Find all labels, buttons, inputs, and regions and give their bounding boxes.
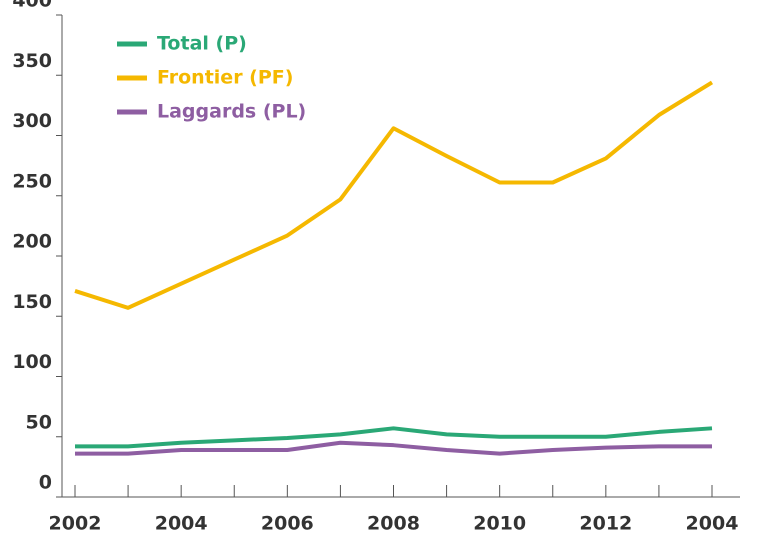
y-tick-label: 50 <box>26 411 52 433</box>
x-tick-label: 2004 <box>155 513 208 535</box>
x-tick-label: 2008 <box>367 513 420 535</box>
x-tick-label: 2012 <box>579 513 632 535</box>
y-tick-label: 150 <box>12 291 52 313</box>
y-tick-label: 100 <box>12 351 52 373</box>
x-tick-label: 2002 <box>49 513 102 535</box>
x-tick-label: 2006 <box>261 513 314 535</box>
y-tick-label: 350 <box>12 50 52 72</box>
x-tick-label: 2004 <box>686 513 739 535</box>
legend-label: Total (P) <box>157 33 247 55</box>
series-line <box>75 440 712 456</box>
legend-label: Laggards (PL) <box>157 101 306 123</box>
y-tick-label: 250 <box>12 170 52 192</box>
series-line <box>74 80 714 310</box>
series-line <box>75 426 713 449</box>
y-tick-label: 300 <box>12 110 52 132</box>
y-tick-label: 400 <box>12 0 52 12</box>
y-tick-label: 0 <box>39 472 52 494</box>
y-tick-label: 200 <box>12 231 52 253</box>
legend-label: Frontier (PF) <box>157 67 293 89</box>
x-tick-label: 2010 <box>473 513 526 535</box>
